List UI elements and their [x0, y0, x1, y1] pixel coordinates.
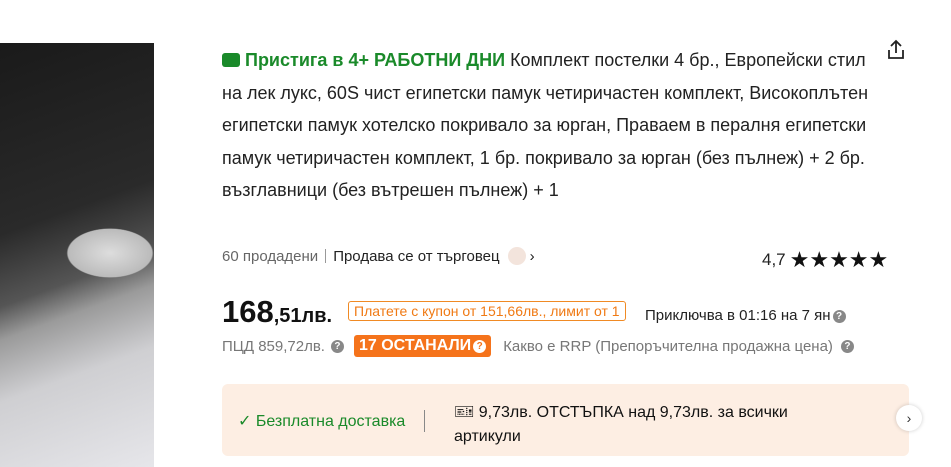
coupon-icon: 🎫︎ [454, 404, 475, 421]
help-icon[interactable]: ? [473, 340, 487, 353]
shipping-banner[interactable]: ✓ Безплатна доставка 🎫︎ 9,73лв. ОТСТЪПКА… [222, 384, 909, 456]
free-shipping-text: Безплатна доставка [255, 413, 406, 430]
discount-info: 🎫︎ 9,73лв. ОТСТЪПКА над 9,73лв. за всичк… [454, 401, 854, 449]
free-shipping: ✓ Безплатна доставка [238, 411, 405, 431]
check-icon: ✓ [238, 413, 252, 430]
rrp-info[interactable]: Какво е RRP (Препоръчителна продажна цен… [503, 337, 833, 355]
seller-avatar[interactable] [507, 247, 526, 265]
rating-value: 4,7 [762, 250, 786, 269]
deal-ends: Приключва в 01:16 на 7 ян? [645, 307, 846, 324]
star-icons: ★★★★★ [789, 247, 889, 272]
seller-link[interactable]: Продава се от търговец [333, 247, 500, 265]
stock-text: 17 ОСТАНАЛИ [358, 337, 472, 354]
shipping-info: Пристига в 4+ РАБОТНИ ДНИ [222, 50, 505, 70]
title-text: Комплект постелки 4 бр., Европейски стил… [222, 50, 869, 200]
truck-icon [222, 53, 240, 67]
chevron-right-icon[interactable]: › [529, 247, 535, 265]
divider [325, 249, 327, 263]
price-main: 168 [222, 294, 274, 329]
ends-text: Приключва в 01:16 на 7 ян [645, 307, 831, 324]
product-image[interactable] [0, 43, 154, 467]
rating[interactable]: 4,7 ★★★★★ [762, 247, 888, 273]
share-icon[interactable] [884, 38, 908, 62]
price: 168,51лв. [222, 294, 332, 330]
help-icon[interactable]: ? [330, 339, 344, 353]
rrp-price: ПЦД 859,72лв. [222, 337, 325, 355]
shipping-label: Пристига в 4+ РАБОТНИ ДНИ [245, 50, 506, 70]
price-cents: ,51лв. [273, 305, 333, 327]
product-title: Пристига в 4+ РАБОТНИ ДНИ Комплект посте… [222, 44, 872, 207]
stock-badge: 17 ОСТАНАЛИ? [353, 335, 492, 357]
sold-count: 60 продадени [222, 247, 319, 265]
coupon-badge[interactable]: Платете с купон от 151,66лв., лимит от 1 [348, 301, 626, 321]
divider [424, 410, 425, 432]
discount-text: 9,73лв. ОТСТЪПКА над 9,73лв. за всички а… [454, 404, 788, 445]
help-icon[interactable]: ? [832, 310, 846, 323]
next-button[interactable]: › [896, 405, 922, 431]
help-icon[interactable]: ? [840, 339, 854, 353]
